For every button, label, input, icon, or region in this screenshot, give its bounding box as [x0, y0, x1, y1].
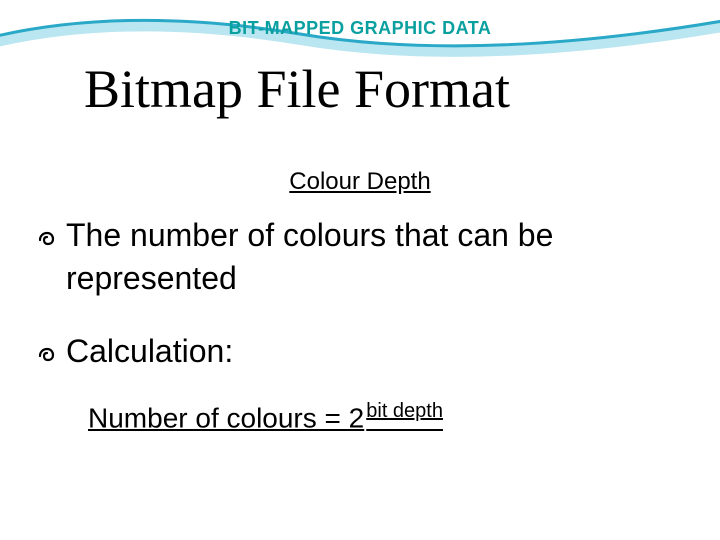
bullet-item: Calculation: — [36, 330, 700, 379]
slide-subtitle: Colour Depth — [0, 168, 720, 196]
bullet-item: The number of colours that can be repres… — [36, 214, 700, 300]
formula: Number of colours = 2bit depth — [88, 400, 443, 434]
header-label: BIT-MAPPED GRAPHIC DATA — [0, 18, 720, 39]
bullet-text: The number of colours that can be repres… — [66, 214, 700, 300]
formula-lhs: Number of colours = 2 — [88, 402, 364, 433]
slide-title: Bitmap File Format — [84, 58, 510, 120]
swirl-icon — [36, 220, 66, 263]
bullet-text: Calculation: — [66, 330, 700, 373]
formula-exponent: bit depth — [366, 400, 443, 422]
swirl-icon — [36, 336, 66, 379]
